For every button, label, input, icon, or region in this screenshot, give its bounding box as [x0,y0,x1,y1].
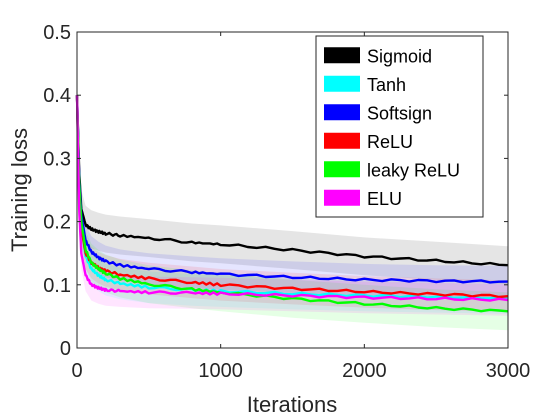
x-axis-label: Iterations [247,392,338,417]
legend-label-leaky-relu: leaky ReLU [367,160,460,180]
y-tick-label: 0.3 [43,148,71,170]
legend-label-relu: ReLU [367,132,413,152]
y-axis-label: Training loss [7,128,32,252]
series-line-elu [75,95,509,302]
y-tick-label: 0.5 [43,22,71,44]
legend: Sigmoid Tanh Softsign ReLU leaky ReLU ELU [315,35,484,218]
series-lines [75,95,509,313]
legend-label-tanh: Tanh [367,75,406,95]
x-tick-label: 3000 [486,360,531,382]
legend-box [315,35,484,218]
x-tick-label: 0 [71,360,82,382]
legend-swatch-elu [324,189,360,206]
y-axis-ticks: 0 0.1 0.2 0.3 0.4 0.5 [43,22,508,360]
y-tick-label: 0.4 [43,85,71,107]
y-tick-label: 0 [60,338,71,360]
band-sigmoid [77,76,508,285]
y-tick-label: 0.2 [43,212,71,234]
legend-swatch-tanh [324,75,360,92]
series-line-leaky-relu [75,95,509,313]
legend-label-softsign: Softsign [367,103,432,123]
legend-swatch-leaky-relu [324,161,360,178]
legend-label-sigmoid: Sigmoid [367,46,432,66]
legend-swatch-softsign [324,104,360,121]
legend-swatch-relu [324,132,360,149]
series-line-sigmoid [75,95,509,267]
legend-swatch-sigmoid [324,47,360,64]
plot-area-frame [76,31,509,349]
y-tick-label: 0.1 [43,275,71,297]
legend-label-elu: ELU [367,189,402,209]
x-axis-ticks: 0 1000 2000 3000 [71,32,530,382]
x-tick-label: 1000 [198,360,243,382]
x-tick-label: 2000 [342,360,387,382]
band-relu [77,79,508,313]
band-leaky-relu [77,76,508,331]
